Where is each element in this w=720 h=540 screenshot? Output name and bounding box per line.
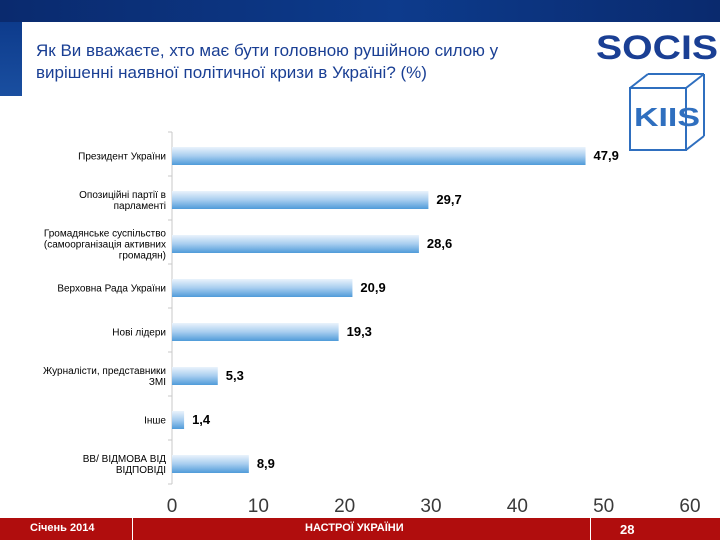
socis-logo-text: SOCIS (596, 29, 718, 66)
bar (172, 455, 249, 473)
bar-chart: 0 10 20 30 40 50 60 47,9 Президент України 29,7 О… (43, 131, 701, 517)
value-label: 29,7 (436, 192, 461, 207)
kiis-logo-text: KIIS (634, 102, 700, 132)
category-label: Президент України (78, 152, 166, 163)
value-label: 20,9 (360, 280, 385, 295)
page-title: Як Ви вважаєте, хто має бути головною ру… (36, 41, 499, 82)
bar (172, 191, 429, 209)
value-label: 28,6 (427, 236, 452, 251)
bar (172, 323, 339, 341)
footer-date: Січень 2014 (30, 522, 95, 534)
bar (172, 411, 185, 429)
category-label: Інше (144, 416, 166, 427)
kiis-logo: KIIS (629, 73, 705, 151)
x-tick-label: 10 (248, 496, 269, 517)
bar (172, 147, 586, 165)
footer-divider (132, 518, 133, 540)
x-tick-label: 0 (167, 496, 178, 517)
page-number: 28 (620, 522, 635, 537)
left-accent-bar (0, 22, 22, 96)
value-label: 8,9 (257, 456, 275, 471)
bar (172, 235, 419, 253)
bar (172, 367, 218, 385)
category-label: Громадянське суспільство (самоорганізація… (44, 229, 167, 262)
category-label: Журналісти, представники ЗМІ (43, 366, 166, 388)
x-tick-label: 50 (593, 496, 614, 517)
footer-bar: Січень 2014 НАСТРОЇ УКРАЇНИ 28 (0, 518, 720, 540)
value-label: 5,3 (226, 368, 244, 383)
bar (172, 279, 353, 297)
footer-divider (590, 518, 591, 540)
value-label: 19,3 (347, 324, 372, 339)
value-label: 1,4 (192, 412, 211, 427)
socis-logo: SOCIS (596, 29, 718, 66)
value-label: 47,9 (594, 148, 619, 163)
x-tick-label: 30 (420, 496, 441, 517)
footer-title: НАСТРОЇ УКРАЇНИ (305, 522, 404, 534)
x-tick-label: 40 (507, 496, 528, 517)
category-label: Верховна Рада України (57, 284, 166, 295)
category-label: Нові лідери (112, 328, 166, 339)
category-label: ВВ/ ВІДМОВА ВІД ВІДПОВІДІ (83, 454, 166, 476)
top-banner (0, 0, 720, 22)
x-tick-label: 60 (679, 496, 700, 517)
x-tick-label: 20 (334, 496, 355, 517)
category-label: Опозиційні партії в парламенті (79, 190, 166, 212)
